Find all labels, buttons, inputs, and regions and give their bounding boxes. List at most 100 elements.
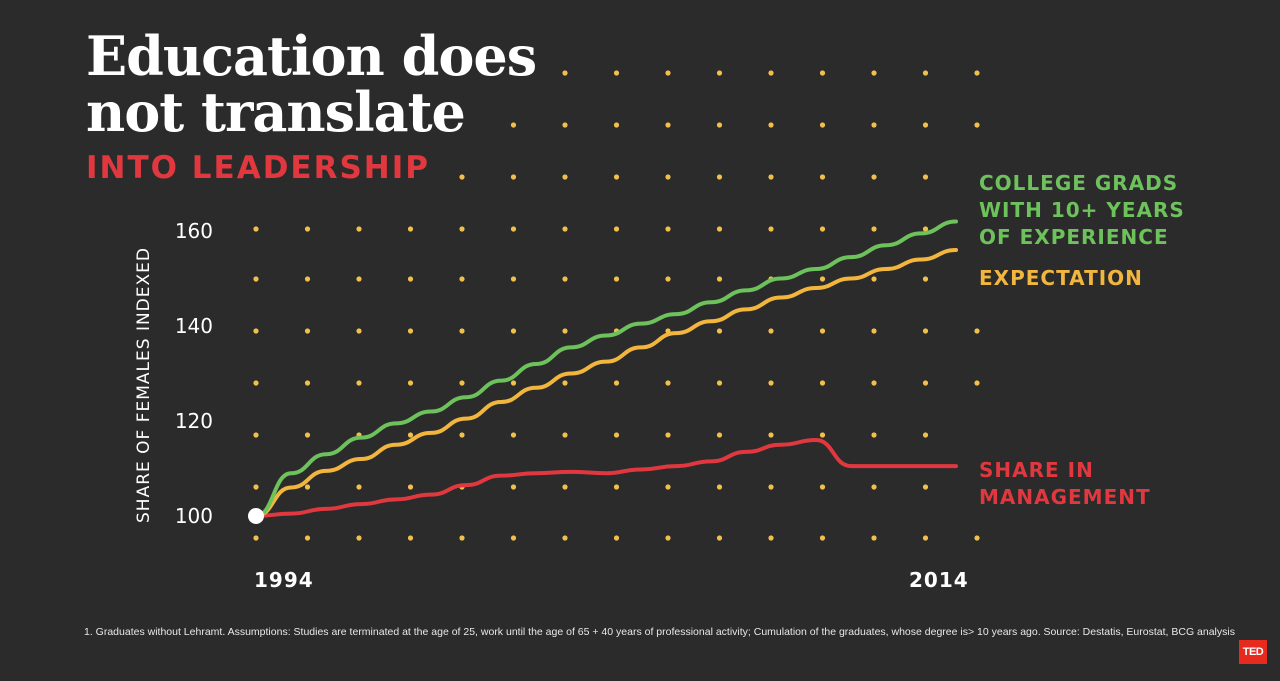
grid-dot — [356, 328, 362, 334]
grid-dot — [510, 328, 517, 334]
series-label-management: MANAGEMENT — [979, 485, 1151, 509]
grid-dot — [510, 535, 517, 541]
grid-dot — [304, 276, 311, 282]
grid-dot — [356, 535, 362, 541]
grid-dot — [304, 535, 311, 541]
grid-dot — [459, 276, 465, 282]
grid-dot — [613, 380, 620, 386]
grid-dot — [922, 328, 929, 334]
grid-dot — [716, 535, 723, 541]
grid-dot — [562, 226, 568, 232]
grid-dot — [768, 535, 774, 541]
grid-dot — [253, 328, 259, 334]
grid-dot — [819, 226, 826, 232]
grid-dot — [407, 276, 414, 282]
grid-dot — [407, 328, 414, 334]
grid-dot — [716, 484, 723, 490]
grid-dot — [253, 535, 259, 541]
grid-dot — [510, 484, 517, 490]
grid-dot — [819, 276, 826, 282]
grid-dot — [253, 484, 259, 490]
grid-dot — [768, 226, 774, 232]
footnote: 1. Graduates without Lehramt. Assumption… — [84, 626, 1235, 638]
grid-dot — [974, 380, 980, 386]
grid-dot — [613, 484, 620, 490]
grid-dot — [459, 535, 465, 541]
grid-dot — [407, 535, 414, 541]
grid-dot — [562, 432, 568, 438]
grid-dot — [716, 276, 723, 282]
grid-dot — [871, 70, 877, 76]
y-tick-label: 160 — [175, 219, 213, 243]
series-line-expectation — [254, 248, 958, 518]
grid-dot — [562, 70, 568, 76]
grid-dot — [562, 535, 568, 541]
y-tick-label: 140 — [175, 314, 213, 338]
grid-dot — [459, 432, 465, 438]
grid-dot — [716, 122, 723, 128]
grid-dot — [665, 535, 671, 541]
grid-dot — [819, 328, 826, 334]
series-line-management — [254, 438, 958, 518]
grid-dot — [562, 380, 568, 386]
grid-dot — [768, 328, 774, 334]
grid-dot — [613, 432, 620, 438]
grid-dot — [819, 432, 826, 438]
grid-dot — [356, 276, 362, 282]
grid-dot — [613, 535, 620, 541]
grid-dot — [510, 380, 517, 386]
grid-dot — [871, 226, 877, 232]
grid-dot — [510, 226, 517, 232]
grid-dot — [510, 276, 517, 282]
grid-dot — [407, 484, 414, 490]
grid-dot — [716, 226, 723, 232]
grid-dot — [562, 122, 568, 128]
grid-dot — [819, 70, 826, 76]
grid-dot — [716, 328, 723, 334]
grid-dot — [613, 70, 620, 76]
grid-dot — [613, 226, 620, 232]
grid-dot — [356, 484, 362, 490]
grid-dot — [871, 174, 877, 180]
y-tick-label: 120 — [175, 409, 213, 433]
grid-dot — [304, 484, 311, 490]
grid-dot — [922, 226, 929, 232]
grid-dot — [716, 70, 723, 76]
grid-dot — [922, 432, 929, 438]
grid-dot — [819, 535, 826, 541]
grid-dot — [871, 535, 877, 541]
grid-dot — [974, 70, 980, 76]
grid-dot — [459, 328, 465, 334]
grid-dot — [871, 122, 877, 128]
grid-dot — [922, 174, 929, 180]
grid-dot — [716, 380, 723, 386]
grid-dot — [459, 380, 465, 386]
chart-title: Education does not translate — [86, 28, 537, 140]
grid-dot — [768, 380, 774, 386]
grid-dot — [665, 226, 671, 232]
grid-dot — [871, 328, 877, 334]
grid-dot — [768, 432, 774, 438]
grid-dot — [665, 122, 671, 128]
grid-dot — [304, 380, 311, 386]
grid-dot — [819, 122, 826, 128]
grid-dot — [819, 174, 826, 180]
grid-dot — [922, 276, 929, 282]
grid-dot — [922, 535, 929, 541]
grid-dot — [304, 432, 311, 438]
grid-dot — [819, 380, 826, 386]
series-label-college: OF EXPERIENCE — [979, 225, 1169, 249]
title-line-2: not translate — [86, 80, 466, 144]
grid-dot — [562, 328, 568, 334]
grid-dot — [665, 380, 671, 386]
grid-dot — [253, 276, 259, 282]
grid-dot — [768, 484, 774, 490]
grid-dot — [510, 122, 517, 128]
grid-dot — [871, 276, 877, 282]
grid-dot — [871, 432, 877, 438]
grid-dot — [253, 432, 259, 438]
grid-dot — [768, 174, 774, 180]
y-tick-label: 100 — [175, 504, 213, 528]
grid-dot — [613, 174, 620, 180]
grid-dot — [922, 380, 929, 386]
